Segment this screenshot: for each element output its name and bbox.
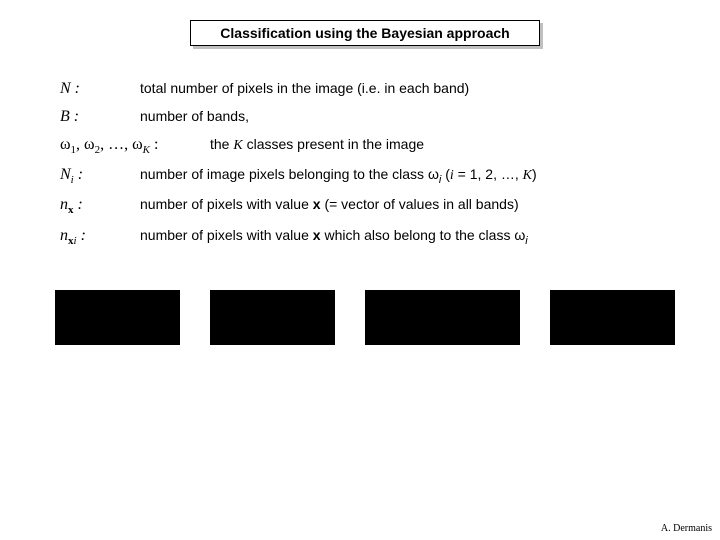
text: number of image pixels belonging to the … xyxy=(140,166,439,182)
def-term: B : xyxy=(60,108,140,126)
text: number of pixels with value xyxy=(140,227,313,243)
black-box xyxy=(365,290,520,345)
def-desc: total number of pixels in the image (i.e… xyxy=(140,80,670,96)
text: ( xyxy=(441,166,450,182)
def-term: nx : xyxy=(60,196,140,216)
def-row-classes: ω1, ω2, …, ωK : the K classes present in… xyxy=(60,136,670,156)
def-desc: the K classes present in the image xyxy=(210,136,670,154)
text: classes present in the image xyxy=(243,136,424,152)
text: (= vector of values in all bands) xyxy=(321,196,519,212)
def-desc: number of pixels with value x (= vector … xyxy=(140,196,670,212)
def-row-B: B : number of bands, xyxy=(60,108,670,126)
text: ) xyxy=(532,166,537,182)
text: K xyxy=(523,168,532,183)
text: = 1, 2, …, xyxy=(454,166,523,182)
def-term: nxi : xyxy=(60,227,140,247)
def-row-Ni: Ni : number of image pixels belonging to… xyxy=(60,166,670,186)
def-row-nxi: nxi : number of pixels with value x whic… xyxy=(60,227,670,247)
footer-author: A. Dermanis xyxy=(661,523,712,534)
black-box xyxy=(210,290,335,345)
text: x xyxy=(313,227,321,243)
title-container: Classification using the Bayesian approa… xyxy=(190,20,540,46)
def-term: Ni : xyxy=(60,166,140,186)
black-box xyxy=(55,290,180,345)
black-box xyxy=(550,290,675,345)
def-row-nx: nx : number of pixels with value x (= ve… xyxy=(60,196,670,216)
text: number of pixels with value xyxy=(140,196,313,212)
text: K xyxy=(233,138,242,153)
text: the xyxy=(210,136,233,152)
def-desc: number of bands, xyxy=(140,108,670,124)
def-term: N : xyxy=(60,80,140,98)
def-desc: number of image pixels belonging to the … xyxy=(140,166,670,186)
def-term: ω1, ω2, …, ωK : xyxy=(60,136,210,156)
page-title: Classification using the Bayesian approa… xyxy=(190,20,540,46)
text: x xyxy=(313,196,321,212)
text: which also belong to the class ω xyxy=(321,227,526,243)
def-desc: number of pixels with value x which also… xyxy=(140,227,670,247)
black-boxes-row xyxy=(55,290,675,345)
def-row-N: N : total number of pixels in the image … xyxy=(60,80,670,98)
definitions-list: N : total number of pixels in the image … xyxy=(60,80,670,257)
